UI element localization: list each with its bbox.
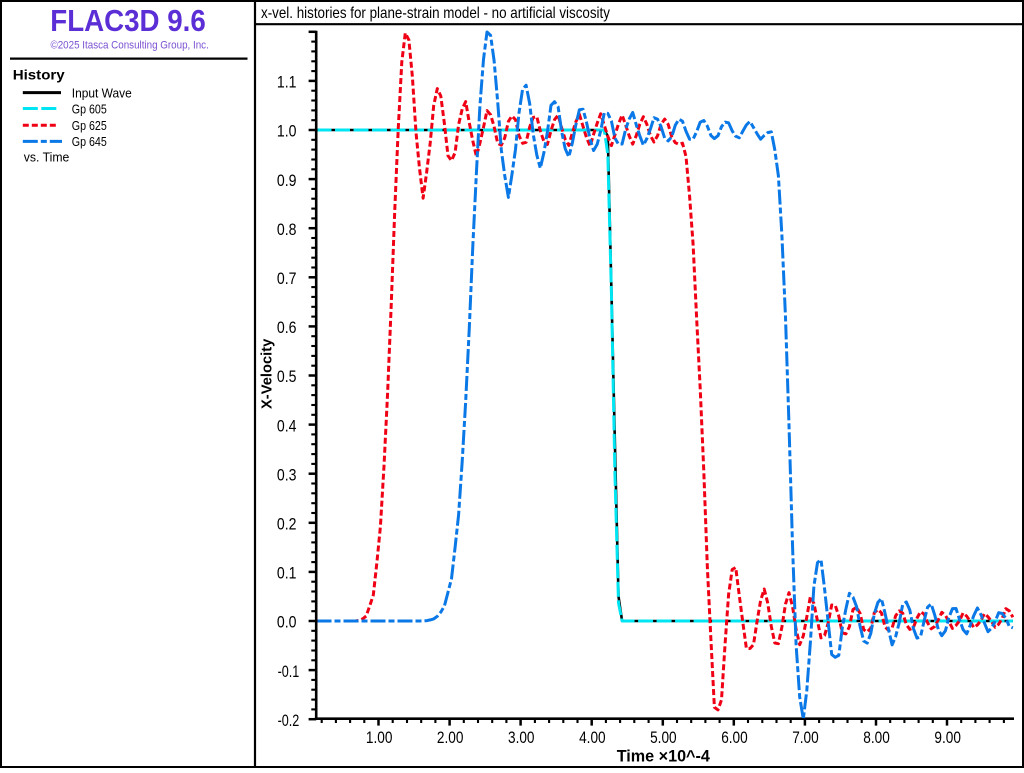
svg-text:X-Velocity: X-Velocity bbox=[260, 339, 276, 409]
svg-text:0.7: 0.7 bbox=[277, 270, 297, 288]
svg-text:8.00: 8.00 bbox=[863, 729, 890, 747]
svg-text:©2025 Itasca Consulting Group,: ©2025 Itasca Consulting Group, Inc. bbox=[51, 39, 209, 52]
svg-text:3.00: 3.00 bbox=[508, 729, 535, 747]
svg-text:vs. Time: vs. Time bbox=[24, 149, 70, 165]
svg-text:7.00: 7.00 bbox=[792, 729, 819, 747]
svg-text:Input Wave: Input Wave bbox=[72, 86, 132, 100]
svg-text:0.3: 0.3 bbox=[277, 467, 297, 485]
svg-text:0.0: 0.0 bbox=[277, 614, 297, 632]
svg-text:Time ×10^-4: Time ×10^-4 bbox=[617, 746, 711, 765]
svg-text:Gp 625: Gp 625 bbox=[72, 119, 107, 133]
svg-text:0.6: 0.6 bbox=[277, 319, 297, 337]
svg-text:0.9: 0.9 bbox=[277, 172, 297, 190]
svg-text:0.1: 0.1 bbox=[277, 565, 297, 583]
svg-text:History: History bbox=[13, 68, 66, 83]
svg-text:Gp 645: Gp 645 bbox=[72, 135, 107, 149]
svg-text:9.00: 9.00 bbox=[934, 729, 961, 747]
svg-text:0.5: 0.5 bbox=[277, 368, 297, 386]
svg-text:-0.1: -0.1 bbox=[278, 663, 300, 681]
svg-text:5.00: 5.00 bbox=[650, 729, 677, 747]
svg-text:x-vel. histories for plane-str: x-vel. histories for plane-strain model … bbox=[261, 5, 611, 22]
svg-text:4.00: 4.00 bbox=[579, 729, 606, 747]
svg-text:6.00: 6.00 bbox=[721, 729, 748, 747]
svg-text:0.4: 0.4 bbox=[277, 417, 297, 435]
svg-text:2.00: 2.00 bbox=[437, 729, 464, 747]
svg-text:1.0: 1.0 bbox=[277, 123, 297, 141]
svg-text:0.8: 0.8 bbox=[277, 221, 297, 239]
svg-text:FLAC3D 9.6: FLAC3D 9.6 bbox=[50, 3, 205, 38]
svg-text:1.00: 1.00 bbox=[366, 729, 393, 747]
svg-text:0.2: 0.2 bbox=[277, 516, 297, 534]
svg-text:Gp 605: Gp 605 bbox=[72, 102, 107, 116]
svg-text:-0.2: -0.2 bbox=[278, 712, 300, 730]
svg-text:1.1: 1.1 bbox=[277, 74, 297, 92]
